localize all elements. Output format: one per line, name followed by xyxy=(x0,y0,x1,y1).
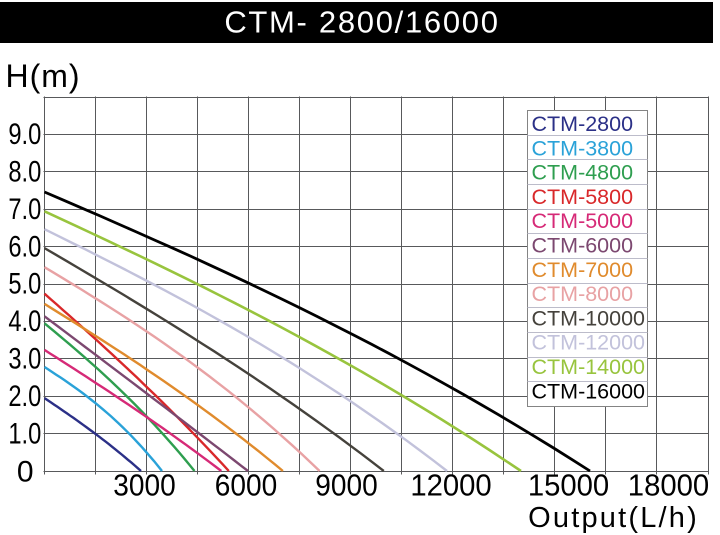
svg-text:Output(L/h): Output(L/h) xyxy=(528,502,699,534)
svg-text:9.0: 9.0 xyxy=(8,117,41,150)
svg-text:6000: 6000 xyxy=(215,468,277,502)
svg-text:15000: 15000 xyxy=(528,469,609,503)
svg-text:H(m): H(m) xyxy=(6,58,81,94)
svg-text:CTM-12000: CTM-12000 xyxy=(532,331,646,355)
svg-text:8.0: 8.0 xyxy=(8,155,41,188)
svg-text:CTM-6000: CTM-6000 xyxy=(532,234,634,258)
svg-text:CTM-3800: CTM-3800 xyxy=(532,136,634,160)
svg-text:5.0: 5.0 xyxy=(8,267,41,300)
svg-text:7.0: 7.0 xyxy=(8,192,41,225)
svg-text:3000: 3000 xyxy=(113,468,175,502)
svg-text:6.0: 6.0 xyxy=(8,230,41,263)
svg-text:18000: 18000 xyxy=(628,469,709,503)
svg-text:CTM-7000: CTM-7000 xyxy=(532,258,634,282)
svg-text:CTM-14000: CTM-14000 xyxy=(532,355,646,379)
svg-text:CTM-2800: CTM-2800 xyxy=(532,112,634,136)
svg-text:CTM-8000: CTM-8000 xyxy=(532,282,634,306)
svg-text:4.0: 4.0 xyxy=(8,304,41,337)
svg-text:12000: 12000 xyxy=(410,469,491,503)
svg-text:0: 0 xyxy=(17,456,34,489)
svg-text:CTM-5800: CTM-5800 xyxy=(532,185,634,209)
svg-text:CTM-16000: CTM-16000 xyxy=(532,379,646,403)
svg-text:2.0: 2.0 xyxy=(8,379,41,412)
svg-text:CTM- 2800/16000: CTM- 2800/16000 xyxy=(224,5,499,40)
svg-text:CTM-4800: CTM-4800 xyxy=(532,161,634,185)
svg-text:1.0: 1.0 xyxy=(8,417,41,450)
svg-text:9000: 9000 xyxy=(315,468,377,502)
svg-text:CTM-10000: CTM-10000 xyxy=(532,306,646,330)
svg-text:3.0: 3.0 xyxy=(8,342,41,375)
svg-text:CTM-5000: CTM-5000 xyxy=(532,209,634,233)
